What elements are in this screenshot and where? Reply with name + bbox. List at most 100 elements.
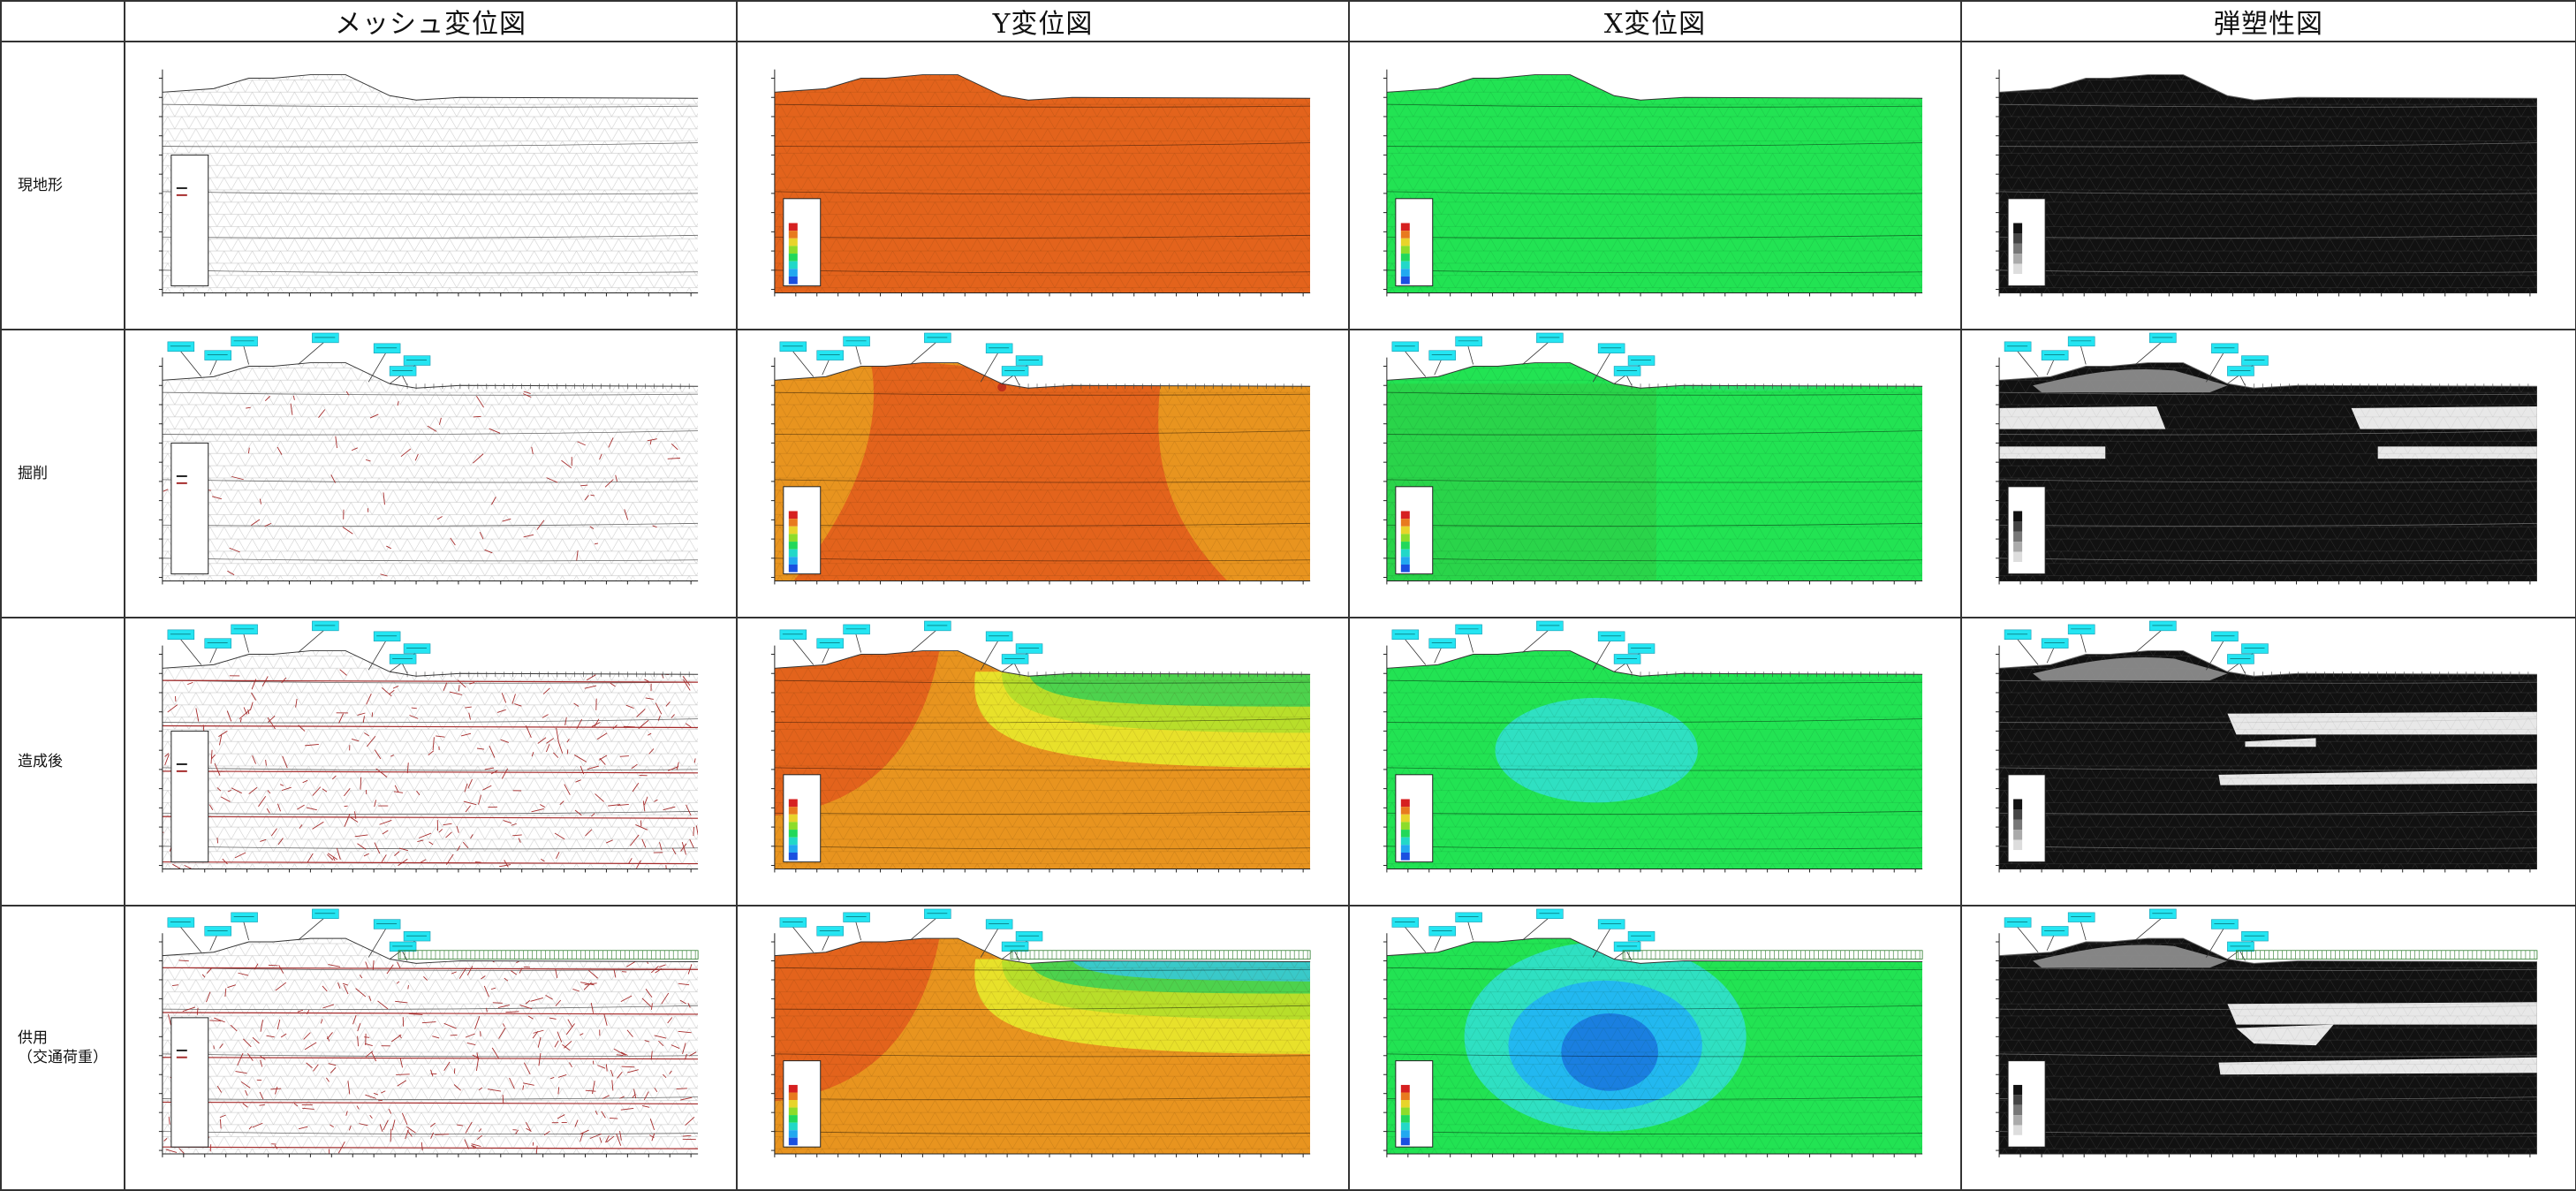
callout-label-icon [404, 644, 430, 654]
y-displacement-plot-svg [738, 619, 1348, 904]
corner-cell [1, 1, 125, 42]
callout-label-icon [986, 344, 1012, 353]
callout-label-icon [312, 621, 338, 631]
column-header-mesh: メッシュ変位図 [125, 1, 737, 42]
callout-label-icon [168, 342, 194, 352]
legend-box-icon [2008, 1061, 2045, 1148]
callout-label-icon [2149, 333, 2176, 343]
elastoplastic-plot-svg [1962, 43, 2575, 328]
callout-label-icon [1598, 632, 1625, 641]
y-displacement-plot [737, 330, 1349, 618]
legend-box-icon [1396, 487, 1433, 574]
legend-box-icon [2008, 199, 2045, 286]
legend-box-icon [171, 731, 208, 861]
mesh-displacement-plot [125, 42, 737, 330]
y-displacement-plot [737, 42, 1349, 330]
callout-label-icon [924, 621, 951, 631]
callout-label-icon [780, 630, 807, 640]
callout-label-icon [2227, 942, 2254, 952]
mesh-displacement-plot-svg [125, 619, 736, 904]
row-label: 掘削 [1, 330, 125, 618]
callout-label-icon [1392, 342, 1419, 352]
callout-label-icon [2042, 926, 2068, 936]
callout-label-icon [205, 351, 231, 360]
column-header-y-displacement: Y変位図 [737, 1, 1349, 42]
callout-label-icon [1016, 356, 1042, 366]
traffic-load-hatch [1623, 951, 1922, 960]
callout-label-icon [231, 337, 258, 346]
x-displacement-plot [1349, 906, 1961, 1190]
callout-label-icon [1456, 625, 1482, 634]
callout-label-icon [231, 913, 258, 922]
callout-label-icon [1614, 942, 1640, 952]
callout-label-icon [2042, 639, 2068, 649]
callout-label-icon [1614, 655, 1640, 664]
callout-label-icon [1628, 644, 1655, 654]
elastoplastic-plot [1961, 906, 2576, 1190]
mesh-displacement-plot-svg [125, 331, 736, 616]
x-displacement-plot-svg [1350, 331, 1960, 616]
callout-label-icon [404, 931, 430, 941]
callout-label-icon [2004, 630, 2031, 640]
legend-box-icon [171, 1018, 208, 1147]
callout-label-icon [205, 926, 231, 936]
callout-label-icon [2211, 632, 2238, 641]
elastoplastic-plot [1961, 618, 2576, 906]
callout-label-icon [817, 639, 844, 649]
callout-label-icon [312, 333, 338, 343]
mesh-displacement-plot [125, 618, 737, 906]
callout-label-icon [390, 942, 416, 952]
callout-label-icon [1429, 351, 1456, 360]
callout-label-icon [780, 918, 807, 928]
y-displacement-plot-svg [738, 43, 1348, 328]
callout-label-icon [844, 337, 870, 346]
callout-label-icon [2004, 918, 2031, 928]
callout-label-icon [817, 926, 844, 936]
x-displacement-plot [1349, 330, 1961, 618]
callout-label-icon [1628, 356, 1655, 366]
legend-box-icon [171, 443, 208, 573]
legend-box-icon [171, 155, 208, 285]
y-displacement-plot [737, 618, 1349, 906]
callout-label-icon [374, 632, 400, 641]
mesh-displacement-plot-svg [125, 907, 736, 1188]
callout-label-icon [2042, 351, 2068, 360]
x-displacement-plot-svg [1350, 43, 1960, 328]
callout-label-icon [986, 632, 1012, 641]
legend-box-icon [784, 1061, 821, 1148]
x-displacement-plot-svg [1350, 907, 1960, 1188]
callout-label-icon [2227, 655, 2254, 664]
callout-label-icon [1002, 942, 1028, 952]
column-header-elastoplastic: 弾塑性図 [1961, 1, 2576, 42]
callout-label-icon [312, 909, 338, 919]
legend-box-icon [2008, 775, 2045, 862]
callout-label-icon [1016, 644, 1042, 654]
y-displacement-plot [737, 906, 1349, 1190]
callout-label-icon [2227, 367, 2254, 376]
x-displacement-plot [1349, 618, 1961, 906]
callout-label-icon [404, 356, 430, 366]
callout-label-icon [2068, 625, 2095, 634]
callout-label-icon [1002, 367, 1028, 376]
callout-label-icon [231, 625, 258, 634]
legend-box-icon [784, 199, 821, 286]
legend-box-icon [1396, 775, 1433, 862]
callout-label-icon [1536, 909, 1563, 919]
callout-label-icon [168, 918, 194, 928]
callout-label-icon [1002, 655, 1028, 664]
callout-label-icon [2241, 931, 2268, 941]
legend-box-icon [1396, 1061, 1433, 1148]
mesh-displacement-plot-svg [125, 43, 736, 328]
callout-label-icon [844, 625, 870, 634]
callout-label-icon [205, 639, 231, 649]
traffic-load-hatch [398, 951, 698, 960]
column-header-x-displacement: X変位図 [1349, 1, 1961, 42]
callout-label-icon [1456, 337, 1482, 346]
legend-box-icon [1396, 199, 1433, 286]
callout-label-icon [817, 351, 844, 360]
callout-label-icon [986, 920, 1012, 929]
callout-label-icon [2004, 342, 2031, 352]
mesh-displacement-plot [125, 906, 737, 1190]
callout-label-icon [1536, 621, 1563, 631]
